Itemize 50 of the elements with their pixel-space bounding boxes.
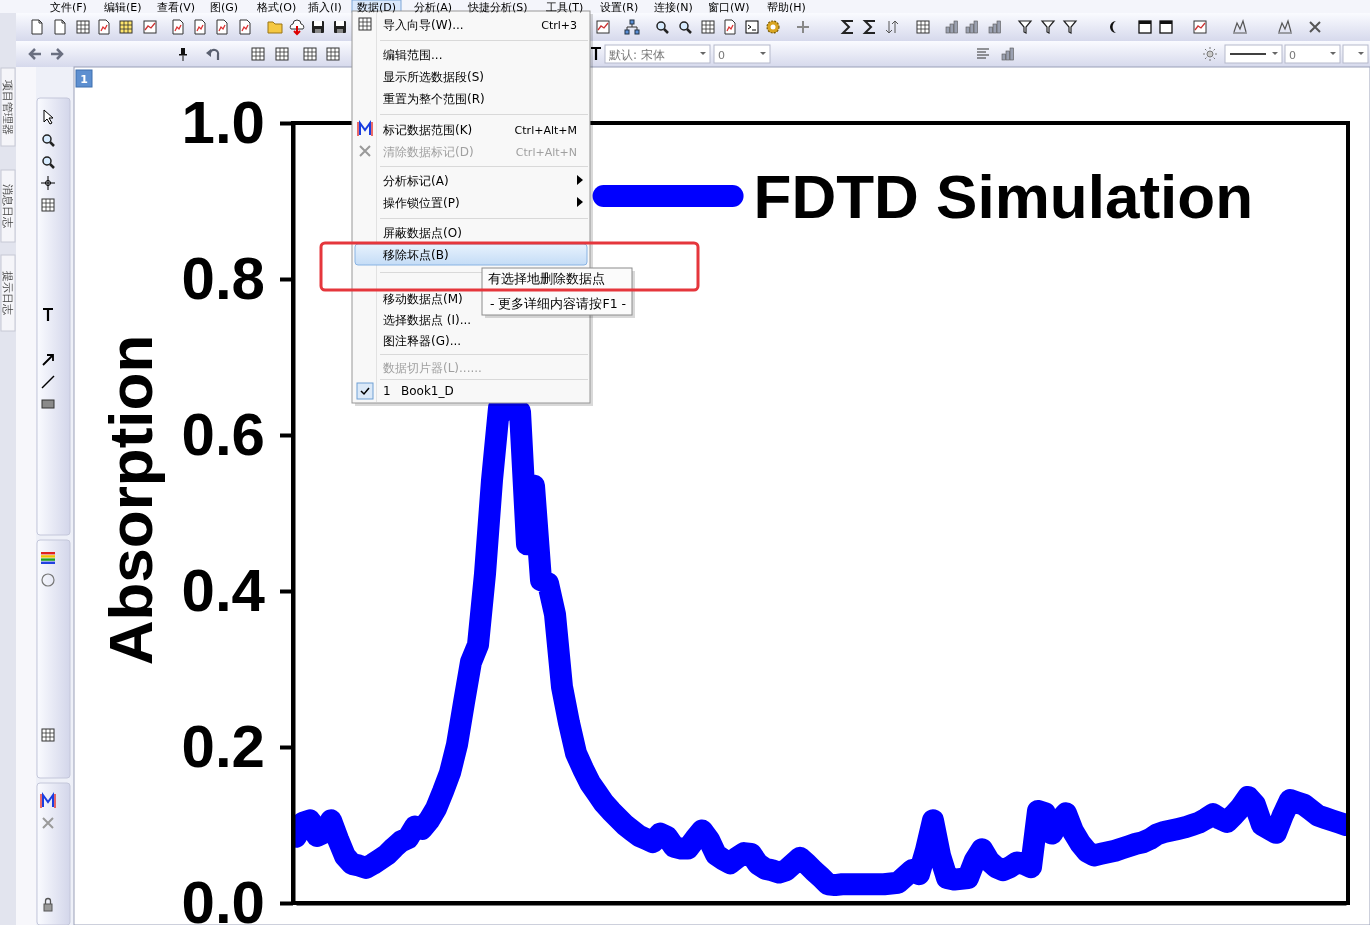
text: 重置为整个范围(R) [383,92,485,106]
annotation: 操作锁位置(P) [383,196,460,210]
text: 连接(N) [654,1,693,14]
annotation: Ctrl+Alt+M [514,124,577,137]
text: 0 [1289,49,1296,62]
text: 工具(T) [546,1,584,14]
text: 帮助(H) [767,1,806,14]
y-tick-label: 0.2 [181,712,265,780]
annotation: 有选择地删除数据点 [488,271,605,286]
text: 图(G) [210,1,239,14]
text: 提示日志 [1,271,15,315]
annotation: Ctrl+Alt+N [515,146,577,159]
text: 0 [718,49,725,62]
annotation: 移动数据点(M) [383,292,463,306]
text: 1 [80,73,88,86]
y-tick-label: 0.4 [181,556,266,624]
text: 导入向导(W)... [383,18,464,32]
text: 消息日志 [1,184,15,228]
text: 数据(D) [357,1,397,14]
text: Ctrl+3 [541,19,577,32]
annotation: 图注释器(G)... [383,334,462,348]
text: 查看(V) [157,1,196,14]
y-axis-title: Absorption [96,334,165,666]
text: 设置(R) [600,1,639,14]
annotation: 移除坏点(B) [383,248,449,262]
annotation: 1 [383,384,391,398]
y-tick-label: 0.8 [181,244,265,312]
text: 项目管理器 [1,79,15,135]
annotation: - 更多详细内容请按F1 - [490,296,627,311]
y-tick-label: 1.0 [181,88,265,156]
annotation: 分析标记(A) [383,174,449,188]
legend-label: FDTD Simulation [753,161,1253,231]
y-tick-label: 0.0 [181,868,265,925]
text: 插入(I) [308,1,342,14]
text: 编辑范围... [383,48,443,62]
annotation: Book1_D [401,384,454,398]
annotation: 标记数据范围(K) [382,123,473,137]
text: 显示所选数据段(S) [383,70,484,84]
text: 分析(A) [414,1,453,14]
annotation: 清除数据标记(D) [383,145,474,159]
text: 格式(O) [256,1,297,14]
text: 窗口(W) [708,1,750,14]
annotation: 数据切片器(L)...... [383,361,482,375]
annotation: 屏蔽数据点(O) [383,226,462,240]
text: 默认: 宋体 [608,48,665,62]
text: 快捷分析(S) [467,1,528,14]
annotation: 选择数据点 (I)... [383,313,472,327]
y-tick-label: 0.6 [181,400,265,468]
text: 编辑(E) [104,1,142,14]
text: 文件(F) [50,1,87,14]
